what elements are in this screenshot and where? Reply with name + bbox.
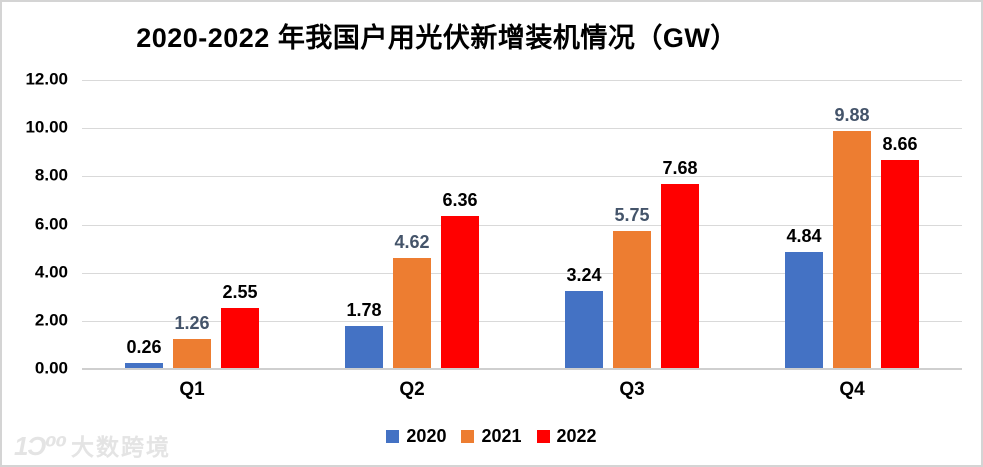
bar-value-label: 1.78	[346, 300, 382, 321]
bar-2022-q4: 8.66	[881, 134, 919, 369]
bar-groups-container: 0.26 1.26 2.55 1.78 4.62 6.36 3.24 5.75 7.68 4.84…	[82, 80, 962, 369]
x-tick-label-q2: Q2	[399, 379, 425, 400]
y-tick-label: 4.00	[34, 262, 68, 282]
watermark-logo-icon: 1Ɔ⁰⁰	[14, 431, 67, 461]
y-tick-label: 6.00	[34, 214, 68, 234]
gridline	[82, 320, 962, 322]
bar-2022-q1: 2.55	[221, 282, 259, 369]
bar-value-label: 4.62	[394, 231, 430, 252]
watermark: 1Ɔ⁰⁰ 大数跨境	[14, 428, 171, 462]
gridline	[82, 128, 962, 130]
legend-label: 2020	[406, 426, 447, 446]
legend-swatch-icon	[536, 430, 550, 443]
legend: 2020 2021 2022	[2, 426, 981, 447]
gridline	[82, 224, 962, 226]
gridline	[82, 80, 962, 81]
legend-label: 2022	[556, 426, 597, 446]
y-axis: 12.00 10.00 8.00 6.00 4.00 2.00 0.00	[2, 70, 68, 378]
bar-value-label: 7.68	[662, 158, 698, 179]
gridline	[82, 272, 962, 274]
y-tick-label: 2.00	[34, 310, 68, 330]
bar-2021-q2: 4.62	[393, 232, 431, 369]
x-tick-label-q1: Q1	[179, 379, 205, 400]
chart-title: 2020-2022 年我国户用光伏新增装机情况（GW）	[136, 23, 738, 53]
bar-2021-q4: 9.88	[833, 105, 871, 369]
watermark-text: 大数跨境	[71, 434, 172, 460]
bar-value-label: 8.66	[882, 134, 918, 155]
bar-2020-q2: 1.78	[345, 300, 383, 369]
legend-swatch-icon	[386, 430, 400, 443]
bar-2021-q1: 1.26	[173, 313, 211, 369]
bar-2020-q4: 4.84	[785, 226, 823, 369]
legend-item-2020: 2020	[386, 426, 446, 447]
legend-swatch-icon	[461, 430, 475, 443]
legend-item-2022: 2022	[536, 426, 597, 447]
bar-value-label: 4.84	[786, 226, 822, 247]
legend-label: 2021	[481, 426, 522, 446]
y-tick-label: 8.00	[34, 165, 68, 185]
x-axis: Q1 Q2 Q3 Q4	[82, 379, 962, 401]
legend-item-2021: 2021	[461, 426, 522, 447]
bar-value-label: 2.55	[222, 281, 258, 302]
bar-value-label: 0.26	[126, 336, 162, 357]
bar-value-label: 3.24	[566, 264, 602, 285]
plot-area: 0.26 1.26 2.55 1.78 4.62 6.36 3.24 5.75 7.68 4.84…	[82, 80, 962, 370]
gridline	[82, 176, 962, 178]
bar-group-q1: 0.26 1.26 2.55	[82, 80, 302, 369]
bar-group-q4: 4.84 9.88 8.66	[742, 80, 962, 369]
bar-value-label: 1.26	[174, 312, 210, 333]
bar-2021-q3: 5.75	[613, 205, 651, 369]
bar-2020-q3: 3.24	[565, 265, 603, 369]
bar-2022-q3: 7.68	[661, 158, 699, 369]
x-tick-label-q4: Q4	[839, 379, 865, 400]
y-tick-label: 0.00	[34, 358, 68, 378]
bar-value-label: 5.75	[614, 204, 650, 225]
bar-value-label: 6.36	[442, 189, 478, 210]
y-tick-label: 12.00	[25, 69, 68, 89]
bar-2022-q2: 6.36	[441, 190, 479, 369]
bar-group-q3: 3.24 5.75 7.68	[522, 80, 742, 369]
bar-group-q2: 1.78 4.62 6.36	[302, 80, 522, 369]
bar-value-label: 9.88	[834, 105, 870, 126]
x-axis-line	[82, 368, 962, 370]
y-tick-label: 10.00	[25, 117, 68, 137]
bar-2020-q1: 0.26	[125, 337, 163, 369]
x-tick-label-q3: Q3	[619, 379, 645, 400]
